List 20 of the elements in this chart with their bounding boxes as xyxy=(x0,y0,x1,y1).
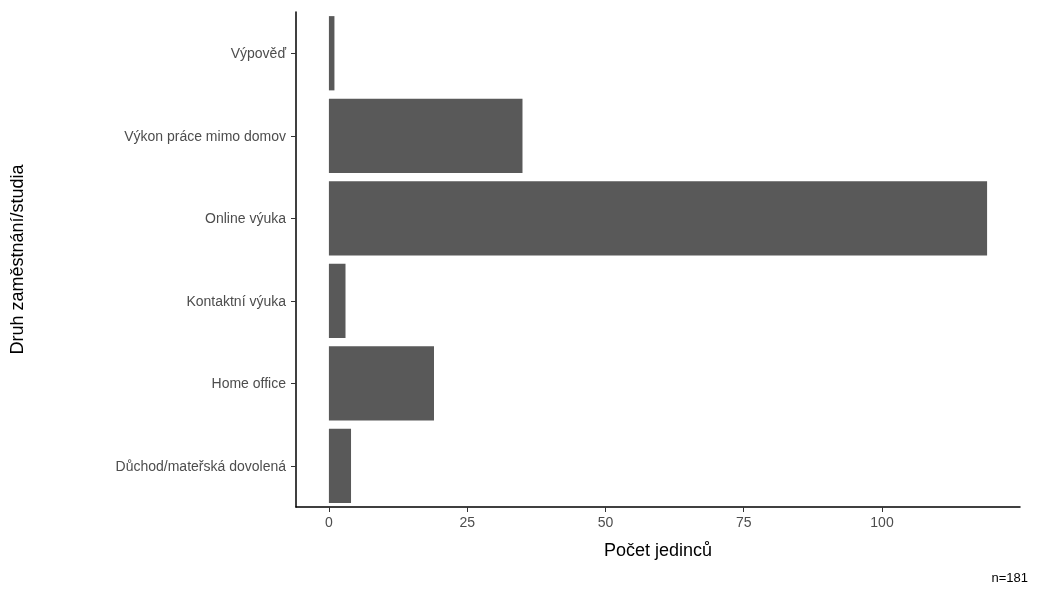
x-tick-label: 75 xyxy=(735,514,752,530)
x-tick-label: 25 xyxy=(459,514,476,530)
y-tick-label: Online výuka xyxy=(205,210,287,227)
y-tick-label: Výkon práce mimo domov xyxy=(124,127,286,144)
y-tick-label: Výpověď xyxy=(230,45,287,62)
y-axis-title: Druh zaměstnání/studia xyxy=(7,163,27,355)
bar xyxy=(328,181,988,256)
bar xyxy=(328,428,352,503)
bar xyxy=(328,98,523,173)
x-tick-label: 100 xyxy=(870,514,894,530)
x-tick-label: 50 xyxy=(597,514,614,530)
bar xyxy=(328,346,434,421)
bar xyxy=(328,16,335,91)
text: n=181 xyxy=(991,570,1028,585)
y-tick-label: Důchod/mateřská dovolená xyxy=(115,457,287,474)
y-tick-label: Kontaktní výuka xyxy=(186,292,287,309)
x-axis-title: Počet jedinců xyxy=(603,540,713,560)
bar xyxy=(328,263,346,338)
y-tick-label: Home office xyxy=(211,375,287,392)
x-tick-label: 0 xyxy=(325,514,334,530)
